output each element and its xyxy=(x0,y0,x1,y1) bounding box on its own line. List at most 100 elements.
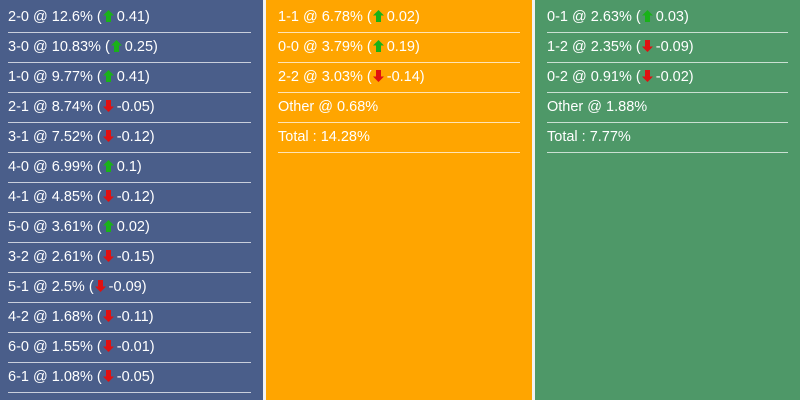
arrow-up-icon xyxy=(110,34,122,52)
score-change: 0.41 xyxy=(116,69,145,85)
score-change: 0.41 xyxy=(116,9,145,25)
arrow-down-icon xyxy=(102,334,114,352)
arrow-down-icon xyxy=(372,64,384,82)
arrow-down-icon xyxy=(94,274,106,292)
score-change: -0.09 xyxy=(108,279,142,295)
score-label: 0-1 xyxy=(547,9,568,25)
score-percent: 4.85% xyxy=(51,189,93,205)
score-label: 4-1 xyxy=(8,189,29,205)
other-row: Other @ 0.68% xyxy=(278,93,520,123)
arrow-down-icon xyxy=(102,304,114,322)
score-change: -0.05 xyxy=(116,369,150,385)
score-row: 1-2 @ 2.35% (-0.09) xyxy=(547,33,788,63)
score-change: 0.02 xyxy=(116,219,145,235)
arrow-down-icon xyxy=(102,124,114,142)
score-change: 0.19 xyxy=(386,39,415,55)
arrow-up-icon xyxy=(102,4,114,22)
score-label: 4-0 xyxy=(8,159,29,175)
arrow-down-icon xyxy=(641,34,653,52)
score-percent: 1.08% xyxy=(51,369,93,385)
score-change: -0.12 xyxy=(116,189,150,205)
arrow-up-icon xyxy=(641,4,653,22)
draw-column: 1-1 @ 6.78% (0.02) 0-0 @ 3.79% (0.19) 2-2 … xyxy=(266,0,532,400)
score-label: 5-1 xyxy=(8,279,29,295)
score-change: 0.25 xyxy=(124,39,154,55)
score-label: 2-1 xyxy=(8,99,29,115)
score-row: 2-1 @ 8.74% (-0.05) xyxy=(8,93,251,123)
score-percent: 2.35% xyxy=(590,39,632,55)
arrow-down-icon xyxy=(102,184,114,202)
score-change: 0.02 xyxy=(386,9,415,25)
score-row: 5-1 @ 2.5% (-0.09) xyxy=(8,273,251,303)
score-label: 2-0 xyxy=(8,9,29,25)
score-label: 3-2 xyxy=(8,249,29,265)
score-percent: 6.99% xyxy=(51,159,93,175)
other-row: Other @ 1.88% xyxy=(547,93,788,123)
score-label: 1-1 xyxy=(278,9,299,25)
score-label: 0-2 xyxy=(547,69,568,85)
score-label: 3-0 xyxy=(8,39,29,55)
score-percent: 12.6% xyxy=(51,9,93,25)
score-percent: 10.83% xyxy=(51,39,101,55)
score-percent: 1.55% xyxy=(51,339,93,355)
score-percent: 2.5% xyxy=(51,279,85,295)
score-label: 4-2 xyxy=(8,309,29,325)
score-percent: 0.91% xyxy=(590,69,632,85)
score-label: 1-2 xyxy=(547,39,568,55)
score-row: 4-2 @ 1.68% (-0.11) xyxy=(8,303,251,333)
score-label: 6-0 xyxy=(8,339,29,355)
score-row: 3-2 @ 2.61% (-0.15) xyxy=(8,243,251,273)
arrow-down-icon xyxy=(102,94,114,112)
arrow-up-icon xyxy=(372,4,384,22)
score-label: 3-1 xyxy=(8,129,29,145)
score-percent: 2.61% xyxy=(51,249,93,265)
score-row: 1-1 @ 6.78% (0.02) xyxy=(278,3,520,33)
score-row: 3-0 @ 10.83% (0.25) xyxy=(8,33,251,63)
score-label: 0-0 xyxy=(278,39,299,55)
score-row: 0-0 @ 3.79% (0.19) xyxy=(278,33,520,63)
arrow-up-icon xyxy=(102,154,114,172)
arrow-down-icon xyxy=(102,244,114,262)
arrow-up-icon xyxy=(372,34,384,52)
score-row: 0-2 @ 0.91% (-0.02) xyxy=(547,63,788,93)
home-win-column: 2-0 @ 12.6% (0.41) 3-0 @ 10.83% (0.25) 1-0… xyxy=(0,0,263,400)
score-change: -0.15 xyxy=(116,249,150,265)
total-row: Total : 14.28% xyxy=(278,123,520,153)
arrow-down-icon xyxy=(641,64,653,82)
away-win-column: 0-1 @ 2.63% (0.03) 1-2 @ 2.35% (-0.09) 0-2… xyxy=(535,0,800,400)
score-row: 4-1 @ 4.85% (-0.12) xyxy=(8,183,251,213)
score-percent: 6.78% xyxy=(321,9,363,25)
score-row: 4-0 @ 6.99% (0.1) xyxy=(8,153,251,183)
score-row: 6-1 @ 1.08% (-0.05) xyxy=(8,363,251,393)
score-row: 2-0 @ 12.6% (0.41) xyxy=(8,3,251,33)
score-percent: 9.77% xyxy=(51,69,93,85)
score-label: 2-2 xyxy=(278,69,299,85)
score-change: -0.05 xyxy=(116,99,150,115)
total-row: Total : 7.77% xyxy=(547,123,788,153)
score-change: -0.11 xyxy=(116,309,149,325)
score-percent: 3.61% xyxy=(51,219,93,235)
score-percent: 2.63% xyxy=(590,9,632,25)
score-change: 0.03 xyxy=(655,9,684,25)
score-percent: 1.68% xyxy=(51,309,93,325)
score-percent: 7.52% xyxy=(51,129,93,145)
arrow-up-icon xyxy=(102,64,114,82)
score-percent: 3.03% xyxy=(321,69,363,85)
score-percent: 3.79% xyxy=(321,39,363,55)
score-row: 2-2 @ 3.03% (-0.14) xyxy=(278,63,520,93)
arrow-down-icon xyxy=(102,364,114,382)
score-change: -0.01 xyxy=(116,339,150,355)
arrow-up-icon xyxy=(102,214,114,232)
score-row: 0-1 @ 2.63% (0.03) xyxy=(547,3,788,33)
score-row: 6-0 @ 1.55% (-0.01) xyxy=(8,333,251,363)
score-change: -0.02 xyxy=(655,69,689,85)
score-change: -0.12 xyxy=(116,129,150,145)
score-change: -0.14 xyxy=(386,69,420,85)
score-change: -0.09 xyxy=(655,39,689,55)
score-row: 5-0 @ 3.61% (0.02) xyxy=(8,213,251,243)
score-percent: 8.74% xyxy=(51,99,93,115)
score-row: 3-1 @ 7.52% (-0.12) xyxy=(8,123,251,153)
score-label: 6-1 xyxy=(8,369,29,385)
score-label: 1-0 xyxy=(8,69,29,85)
score-row: 1-0 @ 9.77% (0.41) xyxy=(8,63,251,93)
